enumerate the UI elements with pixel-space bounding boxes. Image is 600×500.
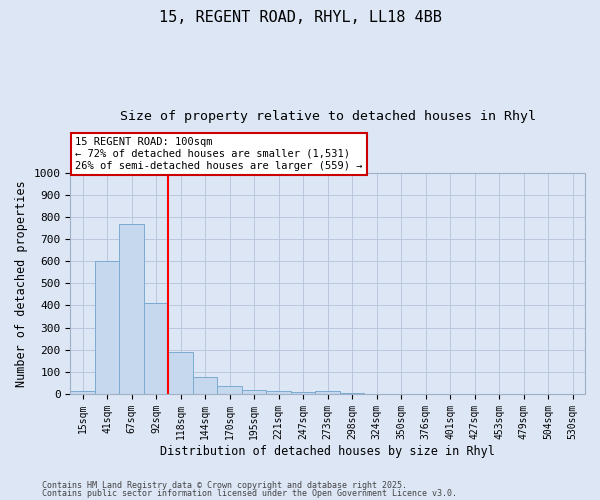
Bar bbox=[193, 378, 217, 394]
Bar bbox=[242, 390, 266, 394]
Bar bbox=[291, 392, 316, 394]
Bar bbox=[70, 390, 95, 394]
Text: Contains HM Land Registry data © Crown copyright and database right 2025.: Contains HM Land Registry data © Crown c… bbox=[42, 481, 407, 490]
Text: Contains public sector information licensed under the Open Government Licence v3: Contains public sector information licen… bbox=[42, 488, 457, 498]
Bar bbox=[217, 386, 242, 394]
Y-axis label: Number of detached properties: Number of detached properties bbox=[15, 180, 28, 386]
Text: 15 REGENT ROAD: 100sqm
← 72% of detached houses are smaller (1,531)
26% of semi-: 15 REGENT ROAD: 100sqm ← 72% of detached… bbox=[76, 138, 363, 170]
Bar bbox=[144, 304, 169, 394]
X-axis label: Distribution of detached houses by size in Rhyl: Distribution of detached houses by size … bbox=[160, 444, 495, 458]
Bar bbox=[340, 393, 364, 394]
Title: Size of property relative to detached houses in Rhyl: Size of property relative to detached ho… bbox=[119, 110, 536, 123]
Text: 15, REGENT ROAD, RHYL, LL18 4BB: 15, REGENT ROAD, RHYL, LL18 4BB bbox=[158, 10, 442, 25]
Bar bbox=[169, 352, 193, 394]
Bar bbox=[95, 262, 119, 394]
Bar bbox=[119, 224, 144, 394]
Bar bbox=[266, 390, 291, 394]
Bar bbox=[316, 391, 340, 394]
